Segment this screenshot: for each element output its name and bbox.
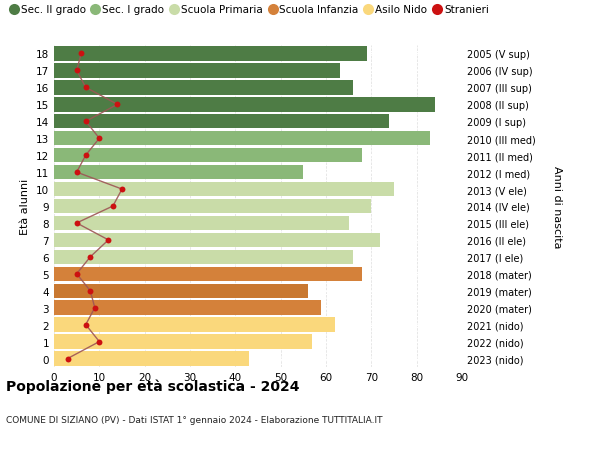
Y-axis label: Età alunni: Età alunni [20,179,31,235]
Point [113,101,122,109]
Point [95,135,104,143]
Bar [54,216,349,230]
Bar [54,182,394,197]
Bar [54,233,380,247]
Y-axis label: Anni di nascita: Anni di nascita [552,165,562,248]
Bar [54,166,304,180]
Point [95,338,104,346]
Point [85,287,95,295]
Point [63,355,73,363]
Bar [54,64,340,78]
Point [72,67,82,75]
Bar [54,284,308,298]
Point [76,50,86,58]
Point [85,254,95,261]
Point [108,203,118,210]
Bar [54,149,362,163]
Bar [54,267,362,281]
Bar [54,318,335,332]
Point [81,321,91,329]
Bar [54,115,389,129]
Point [117,186,127,193]
Bar [54,250,353,264]
Text: COMUNE DI SIZIANO (PV) - Dati ISTAT 1° gennaio 2024 - Elaborazione TUTTITALIA.IT: COMUNE DI SIZIANO (PV) - Dati ISTAT 1° g… [6,415,383,425]
Point [72,169,82,176]
Point [104,237,113,244]
Bar [54,301,322,315]
Point [72,220,82,227]
Bar [54,352,249,366]
Bar [54,132,430,146]
Text: Popolazione per età scolastica - 2024: Popolazione per età scolastica - 2024 [6,379,299,393]
Legend: Sec. II grado, Sec. I grado, Scuola Primaria, Scuola Infanzia, Asilo Nido, Stran: Sec. II grado, Sec. I grado, Scuola Prim… [11,5,489,15]
Point [81,84,91,92]
Bar [54,81,353,95]
Bar [54,199,371,214]
Point [81,118,91,126]
Bar [54,335,313,349]
Point [90,304,100,312]
Point [81,152,91,159]
Bar [54,98,435,112]
Point [72,270,82,278]
Bar [54,47,367,62]
